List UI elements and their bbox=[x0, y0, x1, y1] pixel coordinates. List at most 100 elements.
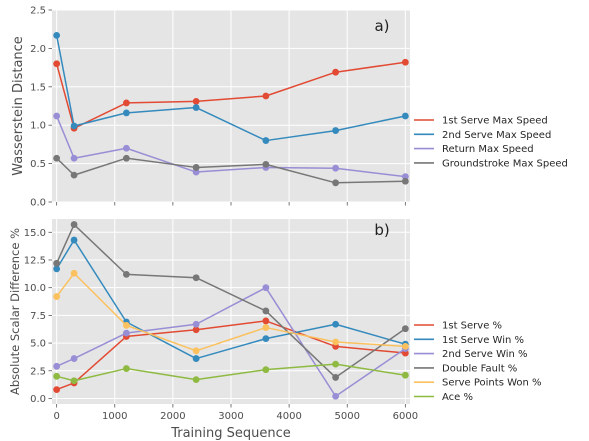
data-point bbox=[70, 236, 78, 244]
data-point bbox=[53, 154, 61, 162]
x-tick-label: 4000 bbox=[276, 411, 301, 422]
legend-item: 1st Serve Win % bbox=[414, 335, 524, 346]
data-point bbox=[262, 137, 270, 144]
data-point bbox=[192, 97, 200, 105]
y-tick-label: 15.0 bbox=[24, 228, 46, 239]
data-point bbox=[192, 164, 200, 171]
data-point bbox=[401, 325, 409, 333]
y-tick-label: 2.5 bbox=[30, 366, 46, 377]
series-group-b bbox=[53, 221, 409, 400]
data-point bbox=[192, 355, 200, 362]
data-point bbox=[53, 362, 61, 370]
data-point bbox=[332, 338, 340, 346]
legend-b: 1st Serve % 1st Serve Win % 2nd Serve Win … bbox=[414, 321, 542, 403]
data-point bbox=[401, 58, 409, 66]
x-tick-label: 3000 bbox=[218, 411, 243, 422]
x-tick-label: 5000 bbox=[335, 411, 360, 422]
data-point bbox=[122, 109, 130, 117]
y-tick-label: 0.0 bbox=[30, 394, 46, 405]
y-tick-label: 10.0 bbox=[24, 283, 46, 294]
data-point bbox=[122, 329, 130, 337]
data-point bbox=[122, 270, 130, 278]
data-point bbox=[332, 320, 340, 328]
legend-item: 1st Serve Max Speed bbox=[414, 116, 548, 127]
data-point bbox=[192, 326, 200, 334]
y-axis-label-b: Absolute Scalar Difference % bbox=[8, 228, 22, 395]
x-ticks-a bbox=[56, 202, 406, 206]
data-point bbox=[262, 92, 270, 100]
legend-label: Return Max Speed bbox=[442, 144, 534, 155]
data-point bbox=[53, 31, 61, 39]
data-point bbox=[53, 372, 61, 380]
series-ace bbox=[53, 360, 409, 385]
data-point bbox=[332, 68, 340, 76]
data-point bbox=[122, 321, 130, 329]
legend-label: Serve Points Won % bbox=[442, 378, 542, 389]
data-point bbox=[70, 221, 78, 228]
data-point bbox=[401, 342, 409, 350]
y-tick-label: 2.0 bbox=[30, 44, 46, 55]
data-point bbox=[262, 160, 270, 168]
y-tick-label: 7.5 bbox=[30, 311, 46, 322]
data-point bbox=[192, 347, 200, 355]
data-point bbox=[192, 320, 200, 328]
legend-label: 2nd Serve Max Speed bbox=[442, 130, 551, 141]
data-point bbox=[192, 274, 200, 282]
panel-a: 0.0 0.5 1.0 1.5 2.0 2.5 a) Wasserstein Distan… bbox=[11, 6, 568, 209]
data-point bbox=[53, 293, 61, 300]
data-point bbox=[262, 284, 270, 292]
legend-label: 1st Serve Max Speed bbox=[442, 116, 548, 127]
data-point bbox=[53, 386, 61, 393]
x-axis-label: Training Sequence bbox=[170, 426, 291, 441]
legend-label: Groundstroke Max Speed bbox=[442, 158, 568, 169]
y-tick-label: 1.5 bbox=[30, 82, 46, 93]
data-point bbox=[70, 377, 78, 385]
y-tick-label: 1.0 bbox=[30, 121, 46, 132]
data-point bbox=[262, 335, 270, 343]
data-point bbox=[332, 127, 340, 134]
x-tick-label: 6000 bbox=[393, 411, 418, 422]
data-point bbox=[332, 392, 340, 400]
y-ticks-a: 0.0 0.5 1.0 1.5 2.0 2.5 bbox=[30, 6, 52, 209]
x-ticks-b: 0 1000 2000 3000 4000 5000 6000 bbox=[53, 404, 418, 422]
data-point bbox=[122, 144, 130, 152]
data-point bbox=[70, 269, 78, 277]
y-ticks-b: 0.0 2.5 5.0 7.5 10.0 12.5 15.0 bbox=[24, 228, 52, 405]
data-point bbox=[70, 122, 78, 130]
data-point bbox=[262, 366, 270, 374]
data-point bbox=[70, 154, 78, 162]
series-return-max-speed bbox=[53, 112, 409, 181]
legend-item: Return Max Speed bbox=[414, 144, 534, 155]
data-point bbox=[332, 374, 340, 381]
legend-label: Ace % bbox=[442, 392, 473, 403]
y-axis-label-a: Wasserstein Distance bbox=[11, 36, 26, 176]
series-1st-serve-max-speed bbox=[53, 58, 409, 132]
legend-item: Serve Points Won % bbox=[414, 378, 542, 389]
data-point bbox=[122, 154, 130, 162]
data-point bbox=[192, 104, 200, 111]
legend-item: 2nd Serve Max Speed bbox=[414, 130, 551, 141]
legend-item: Groundstroke Max Speed bbox=[414, 158, 568, 169]
legend-item: Ace % bbox=[414, 392, 473, 403]
panel-label-b: b) bbox=[374, 221, 389, 239]
series-double-fault bbox=[53, 221, 409, 381]
data-point bbox=[122, 99, 130, 107]
y-tick-label: 0.5 bbox=[30, 159, 46, 170]
legend-label: 1st Serve Win % bbox=[442, 335, 524, 346]
series-2nd-serve-win bbox=[53, 284, 409, 400]
data-point bbox=[122, 365, 130, 372]
y-tick-label: 0.0 bbox=[30, 198, 46, 209]
data-point bbox=[401, 112, 409, 120]
legend-a: 1st Serve Max Speed 2nd Serve Max Speed Re… bbox=[414, 116, 568, 169]
data-point bbox=[70, 355, 78, 362]
series-group-a bbox=[53, 31, 409, 187]
gridlines-a bbox=[52, 9, 410, 203]
x-tick-label: 1000 bbox=[102, 411, 127, 422]
data-point bbox=[332, 164, 340, 172]
legend-label: Double Fault % bbox=[442, 363, 517, 374]
data-point bbox=[262, 307, 270, 315]
series-2nd-serve-max-speed bbox=[53, 31, 409, 144]
data-point bbox=[262, 324, 270, 331]
y-tick-label: 2.5 bbox=[30, 6, 46, 17]
